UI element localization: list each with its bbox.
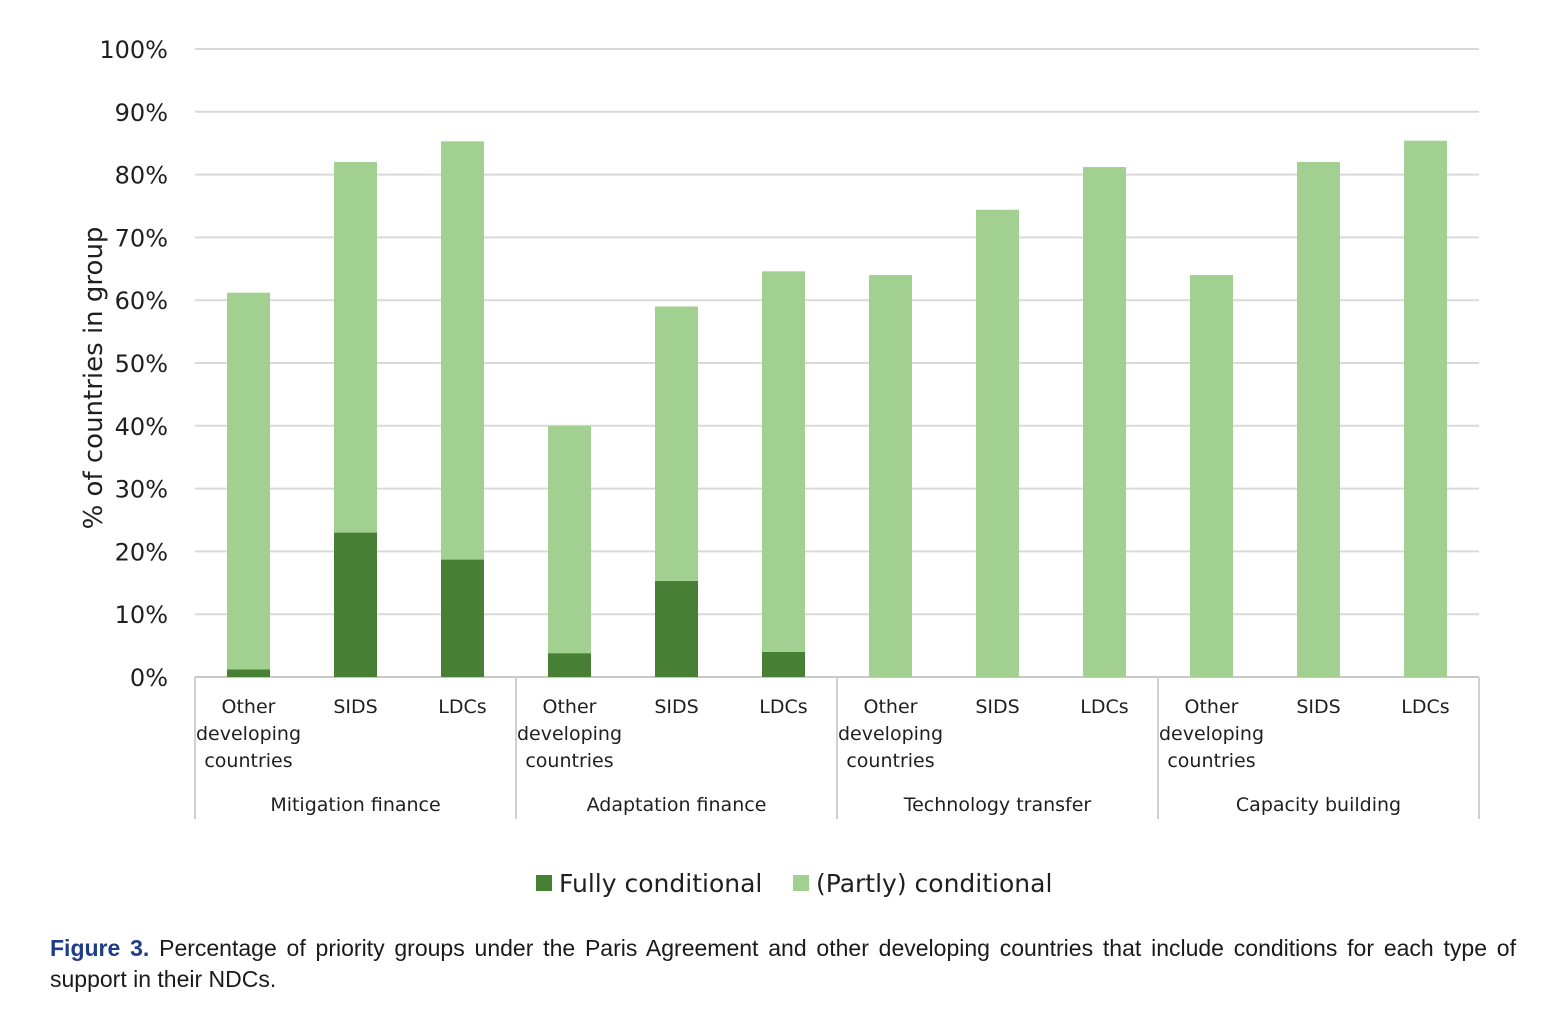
group-label: Technology transfer	[903, 794, 1092, 816]
bar-fully-conditional	[655, 580, 698, 677]
category-label: SIDS	[654, 696, 698, 718]
bar-partly-conditional	[762, 271, 805, 652]
bar-partly-conditional	[334, 162, 377, 533]
bar-partly-conditional	[655, 306, 698, 581]
bar-fully-conditional	[762, 651, 805, 677]
legend: Fully conditional (Partly) conditional	[536, 869, 1052, 898]
bar-partly-conditional	[441, 141, 484, 560]
category-label: Other developing countries	[838, 696, 943, 772]
category-label: SIDS	[333, 696, 377, 718]
bar-partly-conditional	[869, 275, 912, 677]
group-label: Mitigation finance	[270, 794, 440, 816]
y-tick-label: 0%	[130, 664, 168, 692]
y-tick-label: 20%	[115, 538, 168, 566]
bar-partly-conditional	[1404, 140, 1447, 678]
category-label: Other developing countries	[517, 696, 622, 772]
y-tick-label: 50%	[115, 350, 168, 378]
y-axis-label: % of countries in group	[79, 227, 109, 530]
y-tick-label: 70%	[115, 224, 168, 252]
bar-partly-conditional	[976, 209, 1019, 677]
category-label: SIDS	[1296, 696, 1340, 718]
category-label: Other developing countries	[1159, 696, 1264, 772]
bar-fully-conditional	[548, 653, 591, 677]
category-label: LDCs	[1080, 696, 1128, 718]
bar-partly-conditional	[1190, 275, 1233, 677]
bar-fully-conditional	[227, 669, 270, 677]
y-tick-label: 100%	[99, 36, 168, 64]
gridlines	[195, 48, 1479, 678]
bars	[227, 140, 1447, 678]
y-tick-label: 30%	[115, 476, 168, 504]
figure-caption: Figure 3. Percentage of priority groups …	[50, 933, 1516, 995]
y-tick-label: 60%	[115, 287, 168, 315]
bar-fully-conditional	[334, 532, 377, 677]
category-label: LDCs	[1401, 696, 1449, 718]
group-label: Adaptation finance	[587, 794, 767, 816]
bar-partly-conditional	[1297, 162, 1340, 678]
legend-label: (Partly) conditional	[816, 869, 1052, 898]
y-axis-tick-labels: 0% 10% 20% 30% 40% 50% 60% 70% 80% 90% 100%	[99, 36, 168, 692]
y-tick-label: 90%	[115, 99, 168, 127]
figure-label: Figure 3.	[50, 935, 150, 961]
y-tick-label: 80%	[115, 162, 168, 190]
bar-partly-conditional	[1083, 167, 1126, 677]
bar-fully-conditional	[441, 559, 484, 677]
category-label: SIDS	[975, 696, 1019, 718]
category-label: LDCs	[438, 696, 486, 718]
category-axis: Other developing countries SIDS LDCs Other dev…	[194, 677, 1480, 819]
bar-partly-conditional	[548, 425, 591, 654]
stacked-bar-chart: 0% 10% 20% 30% 40% 50% 60% 70% 80% 90% 100% % of c…	[79, 36, 1480, 898]
legend-swatch	[536, 875, 552, 891]
y-tick-label: 10%	[115, 601, 168, 629]
legend-label: Fully conditional	[559, 869, 762, 898]
legend-swatch	[793, 875, 809, 891]
category-label: Other developing countries	[196, 696, 301, 772]
category-label: LDCs	[759, 696, 807, 718]
y-tick-label: 40%	[115, 413, 168, 441]
bar-partly-conditional	[227, 292, 270, 670]
figure-caption-text: Percentage of priority groups under the …	[50, 935, 1516, 992]
group-label: Capacity building	[1236, 794, 1401, 816]
